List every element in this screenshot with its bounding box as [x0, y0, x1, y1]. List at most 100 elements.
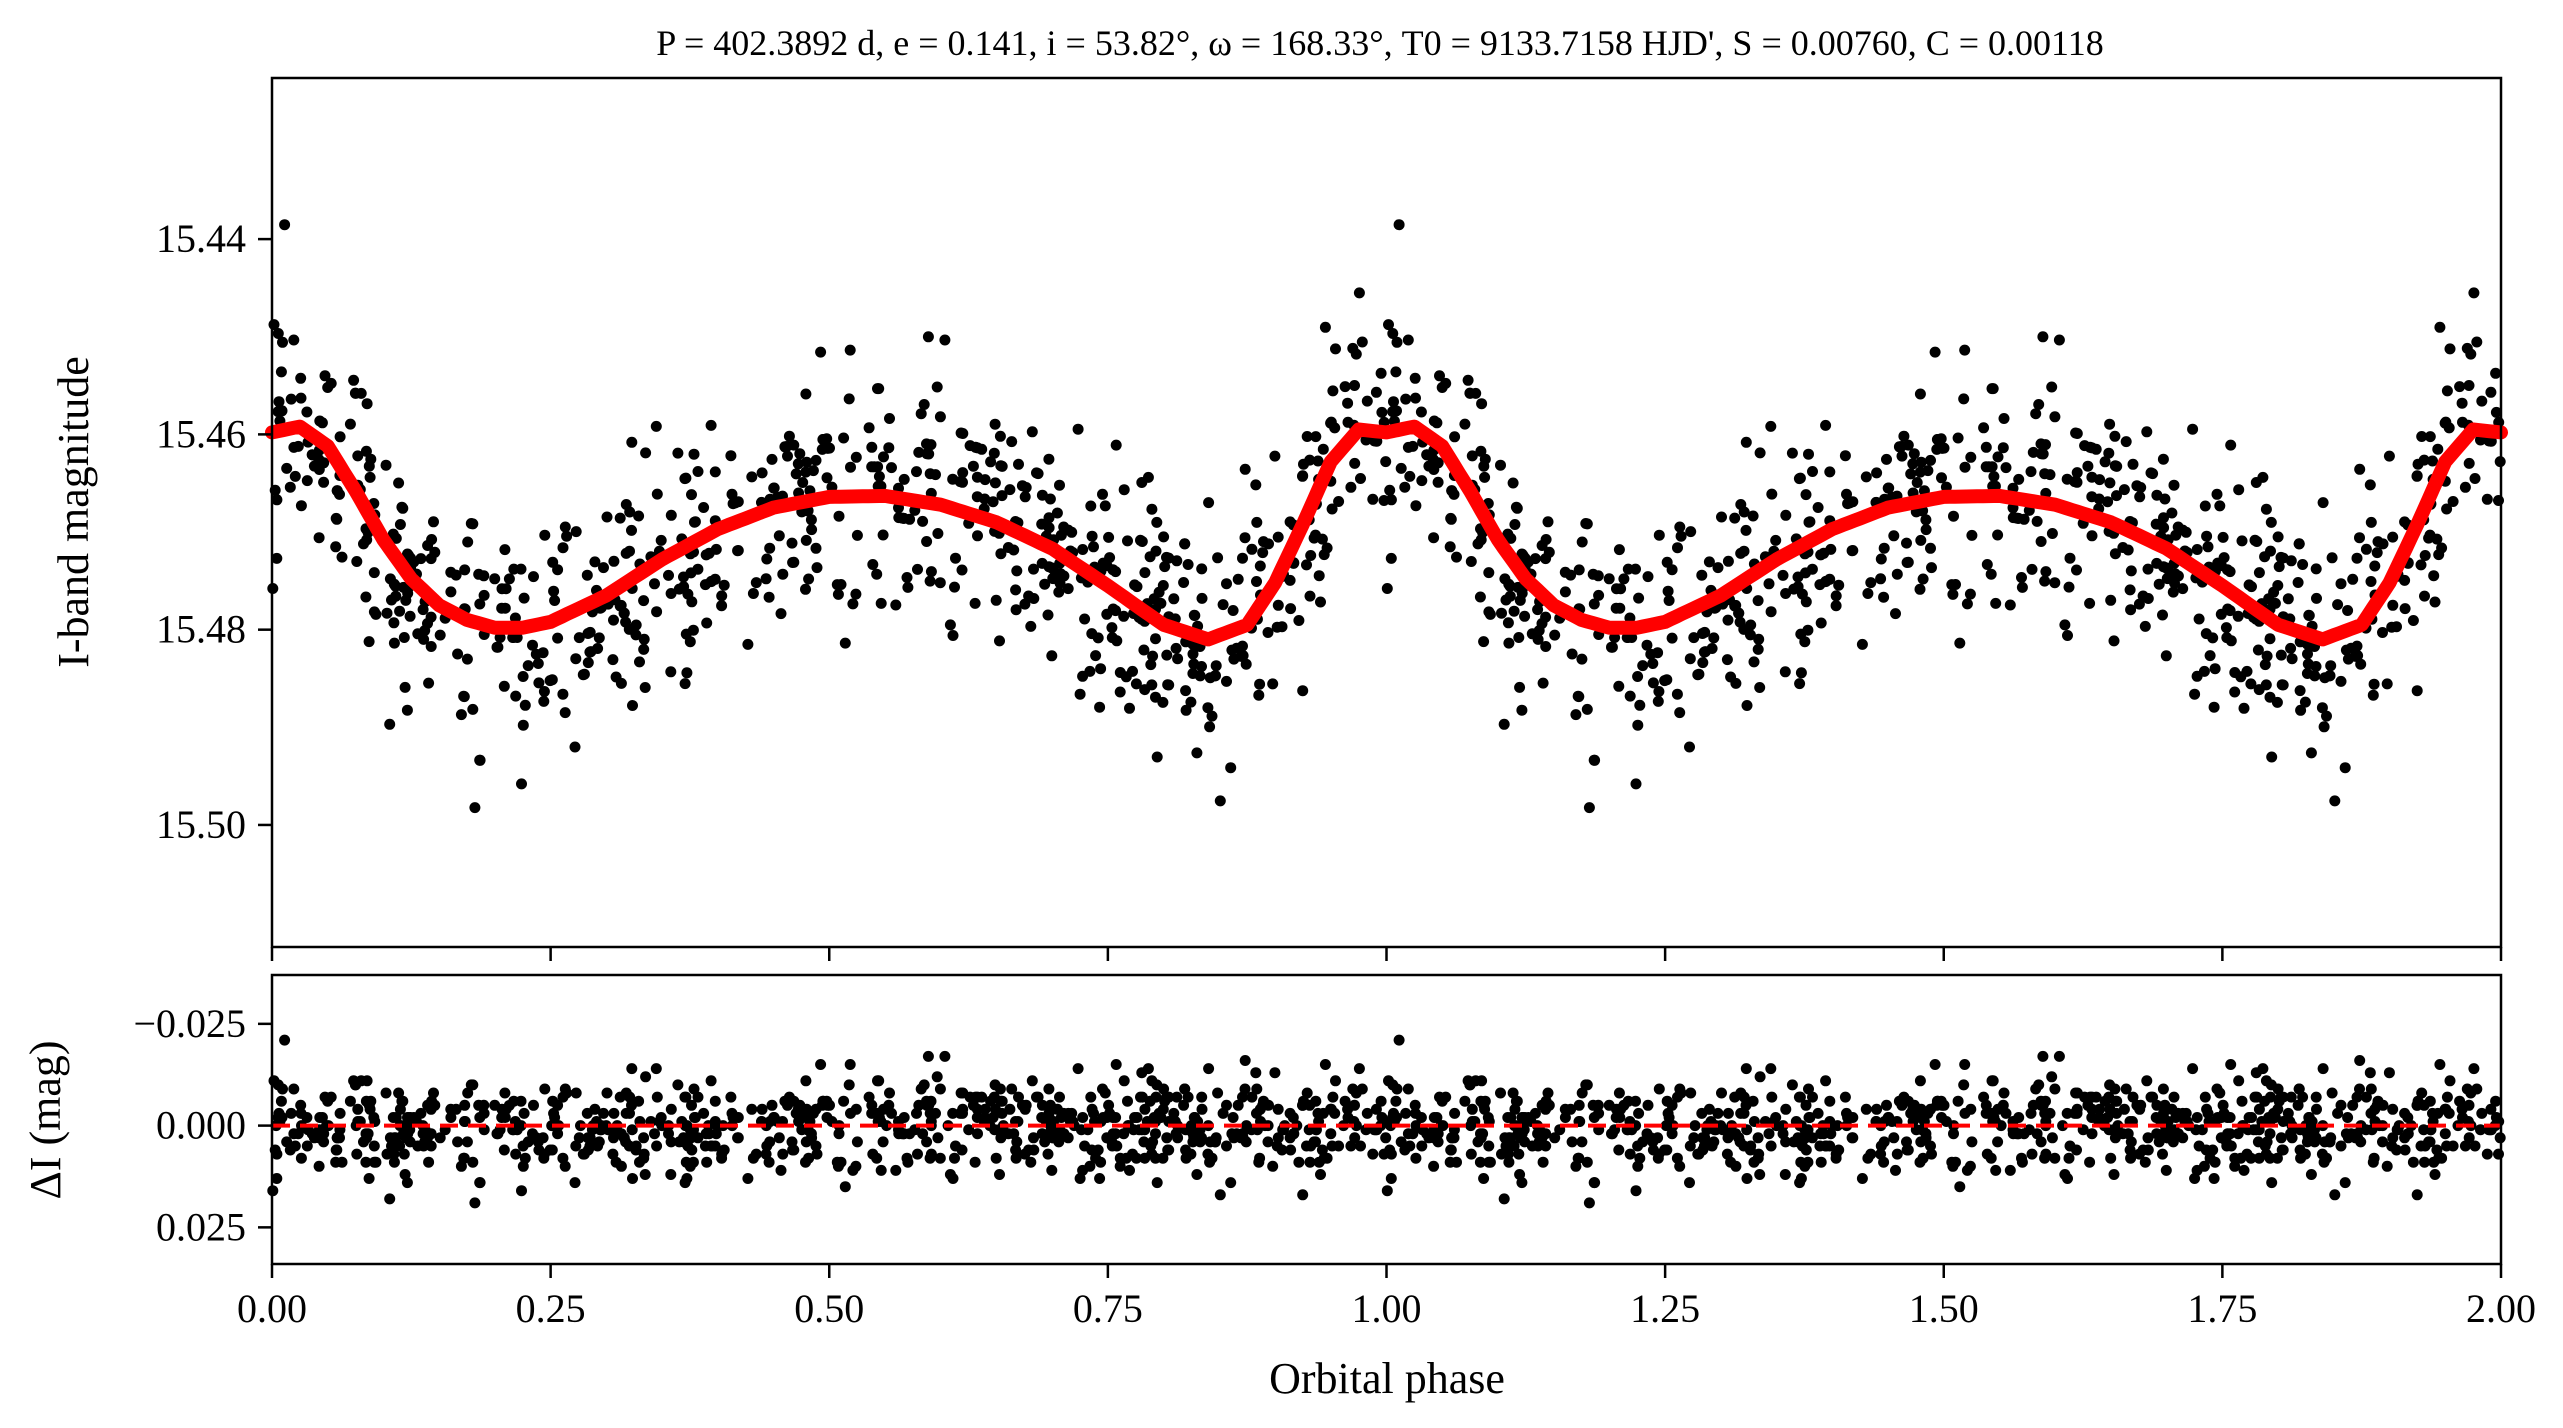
- residual-point: [1347, 1083, 1359, 1095]
- residual-point: [2441, 1091, 2453, 1103]
- x-tick-label: 1.00: [1352, 1286, 1422, 1331]
- data-point: [788, 556, 800, 568]
- data-point: [1935, 433, 1947, 445]
- residual-point: [1990, 1164, 2002, 1176]
- data-point: [518, 592, 530, 604]
- data-point: [1333, 496, 1345, 507]
- data-point: [465, 518, 477, 529]
- data-point: [428, 516, 439, 528]
- data-point: [2416, 431, 2428, 442]
- residual-point: [746, 1103, 758, 1115]
- data-point: [2424, 431, 2436, 443]
- residual-point: [1503, 1156, 1515, 1168]
- residual-point: [1202, 1148, 1214, 1160]
- data-point: [1581, 703, 1593, 715]
- data-point: [1039, 578, 1051, 590]
- data-point: [1086, 530, 1098, 542]
- data-point: [768, 482, 780, 494]
- data-point: [2236, 535, 2248, 547]
- residual-point: [921, 1136, 933, 1148]
- data-point: [1042, 609, 1054, 621]
- residual-point: [2094, 1103, 2106, 1115]
- data-point: [2059, 619, 2071, 631]
- residual-point: [1559, 1112, 1571, 1123]
- residual-point: [709, 1095, 721, 1107]
- data-point: [1317, 443, 1329, 455]
- data-point: [581, 569, 593, 581]
- data-point: [2419, 550, 2431, 561]
- residual-point: [2221, 1112, 2233, 1123]
- data-point: [898, 473, 910, 485]
- residual-point: [2071, 1087, 2083, 1099]
- residual-point: [2407, 1156, 2419, 1168]
- residual-point: [2238, 1164, 2250, 1176]
- data-point: [1446, 485, 1458, 497]
- data-point: [2160, 650, 2172, 662]
- data-point: [716, 600, 728, 612]
- data-point: [2061, 473, 2073, 485]
- data-point: [2109, 460, 2121, 472]
- data-point: [2355, 658, 2367, 670]
- data-point: [2332, 599, 2344, 611]
- residual-point: [2351, 1132, 2363, 1144]
- data-point: [651, 606, 663, 618]
- data-point: [1055, 568, 1067, 580]
- residual-point: [775, 1164, 787, 1176]
- data-point: [1708, 632, 1720, 644]
- data-point: [1171, 555, 1183, 567]
- residual-point: [1476, 1075, 1488, 1087]
- data-point: [1833, 579, 1845, 591]
- data-point: [863, 422, 875, 434]
- residual-point: [1466, 1116, 1478, 1127]
- residual-point: [1139, 1103, 1151, 1115]
- residual-point: [598, 1107, 609, 1119]
- data-point: [1053, 586, 1065, 598]
- data-point: [2151, 557, 2163, 569]
- data-point: [499, 602, 511, 614]
- data-point: [1051, 507, 1063, 519]
- residual-point: [1954, 1181, 1966, 1193]
- residual-point: [569, 1177, 581, 1189]
- data-point: [1478, 636, 1490, 648]
- residual-point: [2485, 1103, 2497, 1115]
- data-point: [2166, 507, 2178, 519]
- residual-point: [2025, 1107, 2037, 1119]
- residual-point: [614, 1091, 626, 1103]
- residual-point: [384, 1193, 396, 1205]
- data-point: [1766, 488, 1778, 500]
- data-point: [1217, 599, 1229, 611]
- data-point: [922, 331, 934, 343]
- residual-point: [2120, 1083, 2132, 1095]
- data-point: [318, 476, 330, 488]
- residual-point: [1381, 1185, 1393, 1197]
- residual-point: [932, 1132, 944, 1144]
- data-point: [1330, 343, 1341, 355]
- residual-point: [1740, 1063, 1752, 1075]
- data-point: [2071, 564, 2082, 576]
- residual-point: [1312, 1107, 1324, 1119]
- residual-point: [624, 1091, 636, 1103]
- residual-point: [875, 1164, 887, 1176]
- data-point: [281, 462, 293, 474]
- data-point: [2369, 560, 2381, 572]
- data-point: [2049, 411, 2061, 423]
- residual-point: [2099, 1095, 2111, 1107]
- residual-point: [398, 1148, 410, 1160]
- residual-point: [2275, 1091, 2287, 1103]
- data-point: [1519, 610, 1531, 622]
- residual-point: [1114, 1160, 1126, 1172]
- data-point: [1902, 556, 1914, 568]
- residual-point: [726, 1107, 738, 1119]
- data-point: [285, 393, 297, 405]
- data-point: [1106, 622, 1118, 634]
- residual-point: [1118, 1128, 1130, 1140]
- data-point: [419, 625, 431, 637]
- data-point: [1449, 431, 1461, 443]
- data-point: [1725, 671, 1737, 683]
- residual-point: [682, 1140, 694, 1152]
- data-point: [1988, 471, 2000, 482]
- residual-point: [1085, 1091, 1097, 1103]
- residual-point: [1588, 1177, 1600, 1189]
- residual-point: [845, 1107, 856, 1119]
- data-point: [1465, 556, 1477, 567]
